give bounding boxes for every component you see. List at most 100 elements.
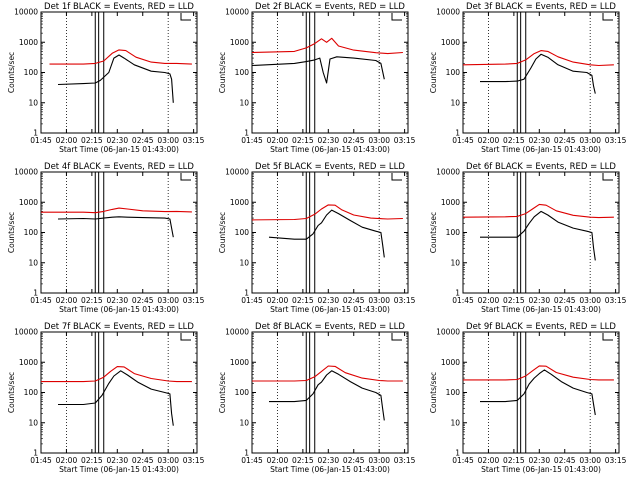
lld-series-line (463, 365, 614, 381)
events-series-line (480, 369, 596, 416)
x-axis-title: Start Time (06-Jan-15 01:43:00) (59, 465, 179, 474)
corner-marker (602, 333, 613, 341)
x-tick-label: 02:45 (343, 136, 365, 145)
events-series-line (268, 209, 385, 258)
y-axis-title: Counts/sec (7, 52, 16, 93)
x-tick-label: 02:30 (528, 456, 550, 465)
y-tick-label: 10 (450, 418, 460, 427)
x-tick-label: 02:00 (478, 456, 500, 465)
x-tick-label: 03:00 (579, 296, 601, 305)
x-tick-label: 02:00 (56, 296, 78, 305)
x-tick-label: 01:45 (30, 296, 52, 305)
x-tick-label: 01:45 (241, 456, 263, 465)
chart-panel-7: Det 7f BLACK = Events, RED = LLD 1 10 100 10… (7, 322, 205, 474)
panel-title: Det 1f BLACK = Events, RED = LLD (44, 2, 194, 12)
y-tick-label: 10000 (14, 168, 38, 177)
x-tick-label: 02:45 (132, 296, 154, 305)
x-tick-label: 03:15 (394, 136, 416, 145)
plot-frame (40, 331, 198, 454)
panel-title: Det 9f BLACK = Events, RED = LLD (466, 322, 616, 332)
y-tick-label: 1000 (230, 358, 249, 367)
x-tick-label: 02:15 (503, 136, 525, 145)
y-tick-label: 1000 (441, 38, 460, 47)
x-tick-label: 03:00 (368, 296, 390, 305)
x-tick-label: 02:00 (56, 136, 78, 145)
y-tick-label: 100 (446, 388, 461, 397)
y-tick-label: 10000 (225, 8, 249, 17)
x-tick-label: 03:00 (579, 456, 601, 465)
x-tick-label: 01:45 (30, 456, 52, 465)
x-tick-label: 02:15 (503, 296, 525, 305)
y-tick-label: 1000 (19, 358, 38, 367)
y-axis-title: Counts/sec (429, 52, 438, 93)
x-axis-title: Start Time (06-Jan-15 01:43:00) (481, 305, 601, 314)
x-tick-label: 02:15 (503, 456, 525, 465)
y-tick-label: 1 (33, 129, 38, 138)
x-tick-label: 02:30 (106, 456, 128, 465)
x-tick-label: 02:45 (343, 296, 365, 305)
y-tick-label: 10000 (225, 168, 249, 177)
lld-series-line (251, 37, 403, 55)
corner-marker (180, 173, 191, 181)
corner-marker (602, 173, 613, 181)
lld-series-line (462, 50, 614, 67)
x-tick-label: 02:15 (292, 296, 314, 305)
y-tick-label: 10 (239, 258, 249, 267)
y-tick-label: 1000 (19, 38, 38, 47)
y-tick-label: 1000 (441, 358, 460, 367)
x-tick-label: 03:15 (605, 136, 627, 145)
events-series-line (480, 53, 596, 94)
chart-panel-8: Det 8f BLACK = Events, RED = LLD 1 10 100 10… (218, 322, 416, 474)
y-tick-label: 100 (446, 228, 461, 237)
chart-panel-4: Det 4f BLACK = Events, RED = LLD 1 10 100 10… (7, 162, 205, 314)
y-tick-label: 10 (28, 258, 38, 267)
x-tick-label: 02:30 (528, 296, 550, 305)
x-tick-label: 03:00 (157, 136, 179, 145)
chart-panel-6: Det 6f BLACK = Events, RED = LLD 1 10 100 10… (429, 162, 627, 314)
chart-panel-5: Det 5f BLACK = Events, RED = LLD 1 10 100 10… (218, 162, 416, 314)
lld-series-line (251, 204, 403, 221)
x-tick-label: 02:15 (81, 296, 103, 305)
y-axis-title: Counts/sec (218, 52, 227, 93)
y-tick-label: 10000 (14, 8, 38, 17)
y-tick-label: 1 (244, 129, 249, 138)
y-tick-label: 10000 (436, 328, 460, 337)
x-tick-label: 03:00 (579, 136, 601, 145)
y-tick-label: 100 (24, 68, 39, 77)
y-tick-label: 10000 (436, 8, 460, 17)
x-tick-label: 02:45 (554, 296, 576, 305)
corner-marker (391, 13, 402, 21)
x-axis-title: Start Time (06-Jan-15 01:43:00) (59, 305, 179, 314)
x-tick-label: 03:15 (394, 296, 416, 305)
x-tick-label: 02:00 (267, 456, 289, 465)
panel-title: Det 4f BLACK = Events, RED = LLD (44, 162, 194, 172)
panel-title: Det 5f BLACK = Events, RED = LLD (255, 162, 405, 172)
plot-frame (251, 11, 409, 134)
x-tick-label: 03:15 (183, 296, 205, 305)
y-tick-label: 1 (244, 289, 249, 298)
x-tick-label: 03:00 (157, 456, 179, 465)
lld-series-line (41, 207, 192, 214)
corner-marker (602, 13, 613, 21)
x-tick-label: 02:00 (478, 136, 500, 145)
plot-frame (462, 11, 620, 134)
lld-series-line (462, 203, 614, 219)
y-tick-label: 10 (239, 98, 249, 107)
y-tick-label: 10000 (436, 168, 460, 177)
y-tick-label: 1 (244, 449, 249, 458)
x-tick-label: 02:45 (132, 456, 154, 465)
lld-series-line (41, 366, 192, 383)
y-tick-label: 100 (24, 388, 39, 397)
y-tick-label: 1 (455, 129, 460, 138)
events-series-line (480, 210, 596, 261)
x-tick-label: 02:15 (81, 136, 103, 145)
chart-panel-3: Det 3f BLACK = Events, RED = LLD 1 10 100 10… (429, 2, 627, 154)
y-axis-title: Counts/sec (218, 212, 227, 253)
events-series-line (269, 370, 385, 421)
y-tick-label: 1 (33, 449, 38, 458)
x-tick-label: 02:30 (528, 136, 550, 145)
x-tick-label: 02:30 (317, 296, 339, 305)
panel-title: Det 6f BLACK = Events, RED = LLD (466, 162, 616, 172)
y-tick-label: 10 (450, 258, 460, 267)
